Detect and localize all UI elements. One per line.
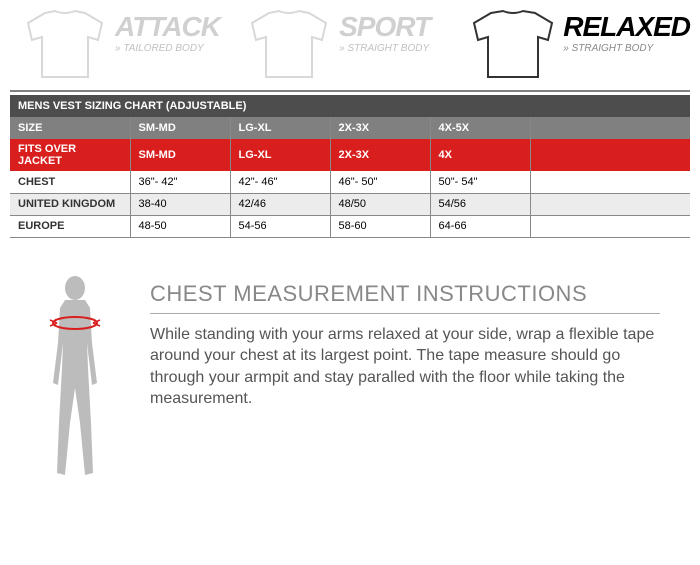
- row-label: CHEST: [10, 171, 130, 193]
- fits-over-row: FITS OVER JACKET SM-MD LG-XL 2X-3X 4X: [10, 139, 690, 171]
- row-label: EUROPE: [10, 215, 130, 237]
- cell: 54-56: [230, 215, 330, 237]
- fit-type-sport[interactable]: SPORT STRAIGHT BODY: [234, 5, 458, 90]
- shirt-icon: [10, 5, 120, 85]
- fit-title: RELAXED: [563, 13, 690, 41]
- empty-cell: [530, 171, 690, 193]
- title-divider: [150, 313, 660, 314]
- table-title: MENS VEST SIZING CHART (ADJUSTABLE): [10, 95, 690, 117]
- fit-type-relaxed[interactable]: RELAXED STRAIGHT BODY: [458, 5, 690, 90]
- cell: 58-60: [330, 215, 430, 237]
- size-col-header: 2X-3X: [330, 117, 430, 139]
- fits-value: 4X: [430, 139, 530, 171]
- empty-cell: [530, 215, 690, 237]
- fit-title: SPORT: [339, 13, 430, 41]
- body-figure-icon: [25, 273, 125, 493]
- cell: 38-40: [130, 193, 230, 215]
- fit-subtitle: STRAIGHT BODY: [563, 43, 690, 54]
- cell: 42/46: [230, 193, 330, 215]
- cell: 64-66: [430, 215, 530, 237]
- table-row: CHEST 36"- 42" 42"- 46" 46"- 50" 50"- 54…: [10, 171, 690, 193]
- fit-type-tabs: ATTACK TAILORED BODY SPORT STRAIGHT BODY…: [0, 0, 700, 90]
- row-label: SIZE: [10, 117, 130, 139]
- cell: 54/56: [430, 193, 530, 215]
- sizing-table: MENS VEST SIZING CHART (ADJUSTABLE) SIZE…: [0, 95, 700, 238]
- size-col-header: 4X-5X: [430, 117, 530, 139]
- empty-cell: [530, 193, 690, 215]
- fits-value: SM-MD: [130, 139, 230, 171]
- instructions-body: While standing with your arms relaxed at…: [150, 324, 660, 410]
- size-col-header: SM-MD: [130, 117, 230, 139]
- cell: 46"- 50": [330, 171, 430, 193]
- row-label: UNITED KINGDOM: [10, 193, 130, 215]
- empty-cell: [530, 139, 690, 171]
- instructions-title: CHEST MEASUREMENT INSTRUCTIONS: [150, 281, 660, 307]
- cell: 48-50: [130, 215, 230, 237]
- measurement-instructions: CHEST MEASUREMENT INSTRUCTIONS While sta…: [0, 238, 700, 513]
- row-label: FITS OVER JACKET: [10, 139, 130, 171]
- fit-title: ATTACK: [115, 13, 220, 41]
- fit-subtitle: STRAIGHT BODY: [339, 43, 430, 54]
- empty-cell: [530, 117, 690, 139]
- cell: 48/50: [330, 193, 430, 215]
- fit-subtitle: TAILORED BODY: [115, 43, 220, 54]
- cell: 36"- 42": [130, 171, 230, 193]
- fits-value: LG-XL: [230, 139, 330, 171]
- shirt-icon: [234, 5, 344, 85]
- section-divider: [10, 90, 690, 92]
- table-row: UNITED KINGDOM 38-40 42/46 48/50 54/56: [10, 193, 690, 215]
- cell: 50"- 54": [430, 171, 530, 193]
- cell: 42"- 46": [230, 171, 330, 193]
- shirt-icon: [458, 5, 568, 85]
- table-row: EUROPE 48-50 54-56 58-60 64-66: [10, 215, 690, 237]
- fit-type-attack[interactable]: ATTACK TAILORED BODY: [10, 5, 234, 90]
- size-header-row: SIZE SM-MD LG-XL 2X-3X 4X-5X: [10, 117, 690, 139]
- size-col-header: LG-XL: [230, 117, 330, 139]
- fits-value: 2X-3X: [330, 139, 430, 171]
